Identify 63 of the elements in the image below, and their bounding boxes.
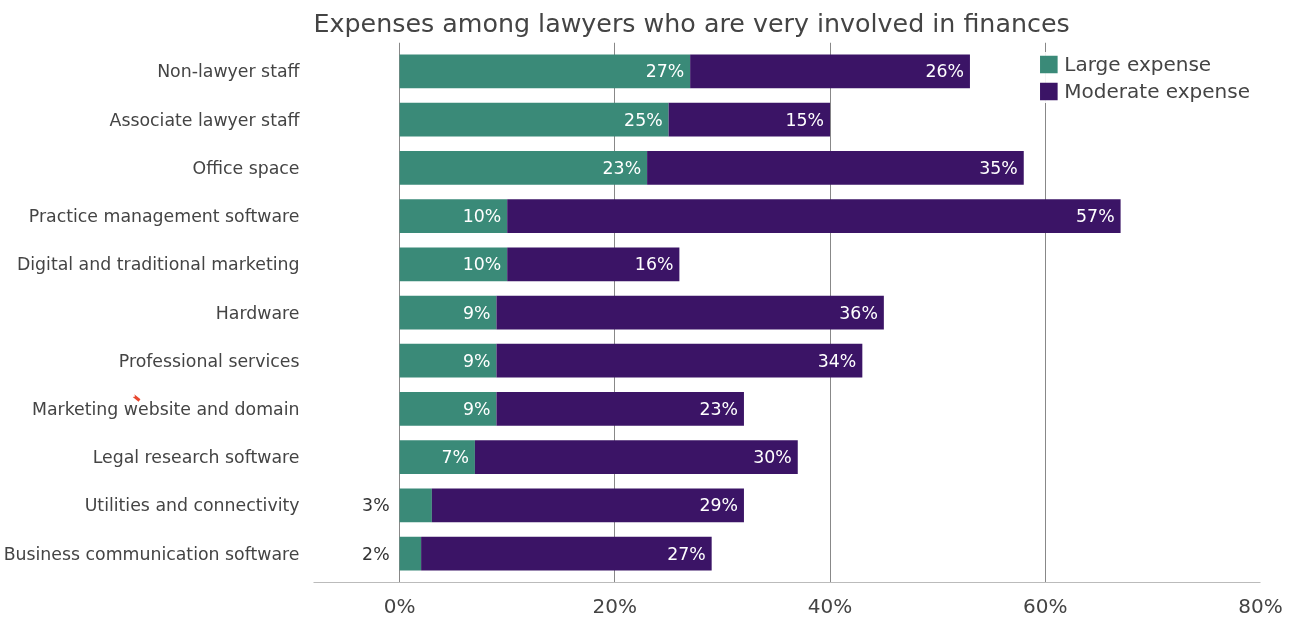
data-label: 27%	[667, 543, 706, 564]
y-tick-label: Professional services	[118, 350, 300, 371]
y-tick-label: Legal research software	[92, 447, 300, 468]
y-tick-label: Practice management software	[28, 206, 300, 227]
data-label: 16%	[634, 254, 674, 275]
y-tick-label: Business communication software	[3, 543, 300, 564]
data-label: 7%	[441, 447, 469, 468]
y-tick-label: Hardware	[215, 302, 300, 323]
bar	[421, 536, 712, 571]
bar	[399, 247, 508, 282]
bar	[399, 295, 497, 330]
data-label: 36%	[839, 302, 878, 323]
bar	[399, 488, 432, 523]
data-label: 34%	[817, 350, 857, 371]
bar	[399, 150, 648, 185]
bar	[496, 343, 863, 378]
data-label: 27%	[645, 61, 685, 82]
bar	[399, 536, 422, 571]
bar	[496, 392, 744, 426]
bar	[507, 199, 1121, 233]
bar	[668, 102, 831, 137]
y-tick-label: Office space	[192, 157, 300, 178]
x-tick-label: 40%	[807, 593, 853, 618]
data-label: 3%	[362, 495, 390, 516]
data-label: 35%	[979, 157, 1018, 178]
data-label: 26%	[925, 61, 964, 82]
x-tick-label: 0%	[383, 593, 416, 618]
data-label: 57%	[1076, 206, 1115, 227]
bar	[496, 295, 884, 330]
y-tick-label: Non-lawyer staff	[157, 61, 301, 82]
bar	[399, 392, 497, 426]
bar	[399, 343, 497, 378]
data-label: 9%	[462, 398, 491, 419]
bar	[647, 150, 1024, 185]
data-label: 29%	[699, 495, 738, 516]
data-label: 25%	[624, 109, 663, 130]
x-tick-label: 80%	[1238, 593, 1283, 618]
data-label: 10%	[462, 254, 502, 275]
y-tick-label: Associate lawyer staff	[109, 109, 301, 130]
bar	[399, 440, 475, 475]
y-tick-label: Utilities and connectivity	[84, 495, 300, 516]
x-tick-label: 60%	[1023, 593, 1068, 618]
bar	[507, 247, 680, 282]
bar	[399, 54, 691, 89]
legend-label: Large expense	[1064, 52, 1212, 76]
data-label: 9%	[462, 302, 491, 323]
chart-title: Expenses among lawyers who are very involved in finances	[313, 7, 1070, 38]
y-tick-label: Marketing website and domain	[31, 398, 300, 419]
data-label: 15%	[785, 109, 825, 130]
bar	[399, 199, 508, 233]
data-label: 30%	[753, 447, 792, 468]
bar	[431, 488, 744, 523]
data-label: 23%	[602, 157, 642, 178]
bar	[474, 440, 798, 475]
bar	[399, 102, 669, 137]
legend-label: Moderate expense	[1064, 79, 1250, 103]
data-label: 9%	[462, 350, 491, 371]
data-label: 2%	[362, 543, 390, 564]
y-tick-label: Digital and traditional marketing	[16, 254, 300, 275]
data-label: 23%	[699, 398, 738, 419]
x-tick-label: 20%	[592, 593, 638, 618]
data-label: 10%	[462, 206, 502, 227]
bar	[690, 54, 970, 89]
